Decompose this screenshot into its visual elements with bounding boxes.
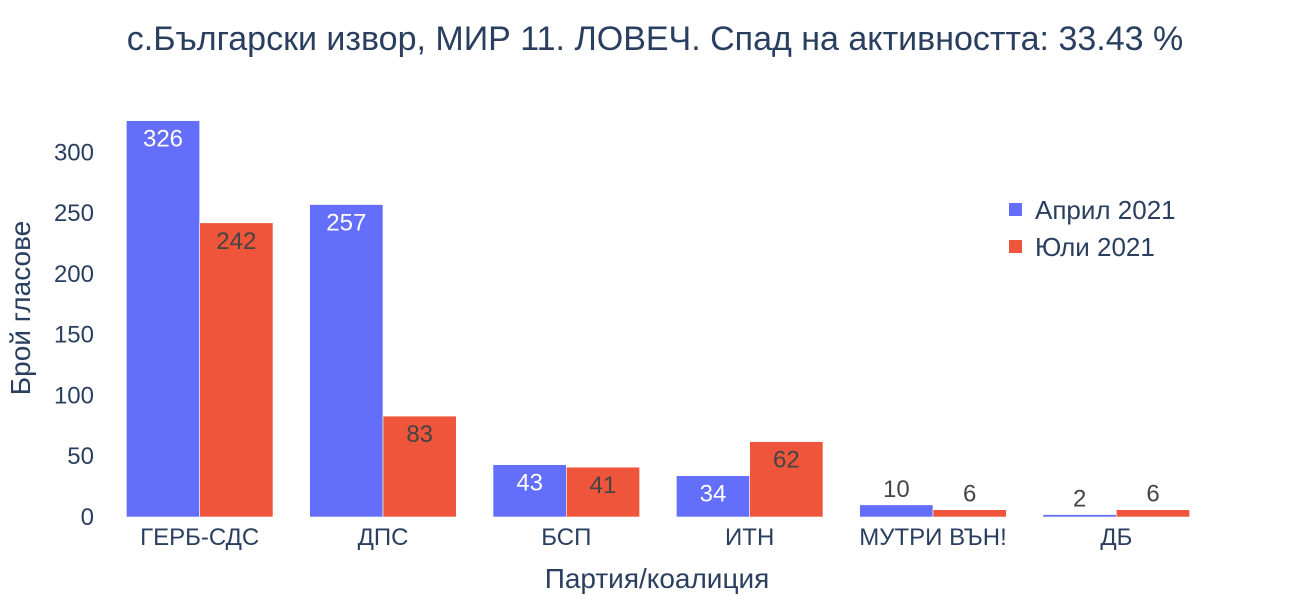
y-tick-label: 250 — [54, 200, 94, 227]
bar-value-label: 326 — [143, 126, 183, 153]
x-tick-label: БСП — [541, 524, 591, 551]
x-tick-label: МУТРИ ВЪН! — [859, 524, 1006, 551]
bar-value-label: 6 — [963, 481, 976, 508]
x-tick-label: ГЕРБ-СДС — [140, 524, 259, 551]
bar-value-label: 41 — [590, 472, 617, 499]
x-tick-label: ДПС — [358, 524, 409, 551]
bar-value-label: 83 — [406, 421, 433, 448]
x-axis-ticks: ГЕРБ-СДС ДПС БСП ИТН МУТРИ ВЪН! ДБ — [140, 524, 1132, 551]
bar-value-label: 6 — [1146, 481, 1159, 508]
x-tick-label: ИТН — [725, 524, 774, 551]
bar[interactable] — [676, 475, 750, 518]
bar[interactable] — [1042, 514, 1117, 518]
legend-label[interactable]: Юли 2021 — [1035, 232, 1155, 262]
legend[interactable]: Април 2021 Юли 2021 — [1009, 195, 1176, 262]
bar[interactable] — [932, 509, 1007, 518]
bar-value-label: 2 — [1073, 486, 1086, 513]
bar[interactable] — [492, 464, 567, 518]
bar[interactable] — [309, 204, 384, 518]
legend-swatch[interactable] — [1009, 240, 1022, 253]
bar-value-label: 10 — [883, 476, 910, 503]
bars — [126, 120, 1190, 518]
bar-value-label: 34 — [700, 481, 727, 508]
bar[interactable] — [566, 466, 640, 518]
bar[interactable] — [382, 415, 457, 518]
bar-value-label: 257 — [326, 210, 366, 237]
legend-label[interactable]: Април 2021 — [1035, 195, 1176, 225]
bar[interactable] — [749, 441, 824, 518]
bar-value-label: 43 — [516, 470, 543, 497]
bar-value-label: 62 — [773, 447, 800, 474]
x-tick-label: ДБ — [1100, 524, 1132, 551]
y-tick-label: 0 — [81, 504, 94, 531]
bar[interactable] — [859, 504, 934, 518]
y-tick-label: 50 — [67, 443, 94, 470]
y-axis-ticks: 0 50 100 150 200 250 300 — [54, 139, 94, 531]
y-tick-label: 100 — [54, 382, 94, 409]
legend-swatch[interactable] — [1009, 203, 1022, 216]
bar[interactable] — [1116, 509, 1190, 518]
chart-title: с.Български извор, МИР 11. ЛОВЕЧ. Спад н… — [127, 20, 1183, 58]
y-tick-label: 150 — [54, 322, 94, 349]
x-axis-title: Партия/коалиция — [545, 563, 770, 594]
y-axis-title: Брой гласове — [5, 221, 36, 395]
bar[interactable] — [126, 120, 200, 518]
y-tick-label: 300 — [54, 139, 94, 166]
bar-value-label: 242 — [216, 228, 256, 255]
bar[interactable] — [199, 222, 274, 518]
y-tick-label: 200 — [54, 261, 94, 288]
